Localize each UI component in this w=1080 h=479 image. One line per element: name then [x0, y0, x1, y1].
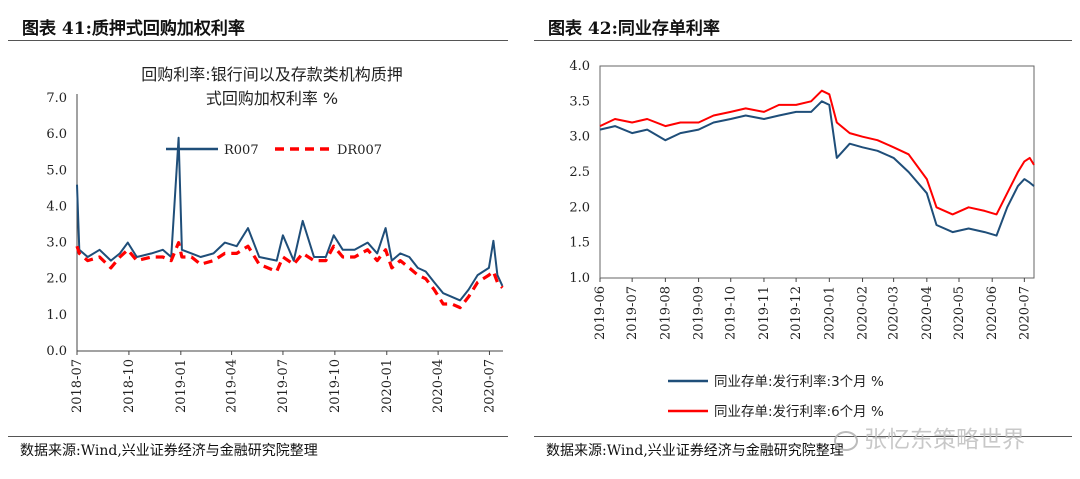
ncd-x-tick-label: 2019-11: [757, 286, 772, 340]
right-title-rule: [534, 40, 1072, 41]
ncd-x-tick-label: 2019-06: [593, 286, 608, 340]
ncd-y-tick-label: 2.0: [569, 200, 590, 215]
right-figure-title: 图表 42:同业存单利率: [548, 19, 720, 39]
ncd-legend-label-1: 同业存单:发行利率:3个月 %: [714, 373, 884, 390]
ncd-x-tick-label: 2019-08: [658, 286, 673, 340]
repo-chart-title-line-2: 式回购加权利率 %: [206, 89, 338, 108]
repo-legend-label-2: DR007: [337, 143, 382, 158]
ncd-rate-chart: 1.0 1.5 2.0 2.5 3.0 3.5 4.0 2019-06 2019-07 2019-…: [569, 59, 1035, 420]
repo-x-tick-label: 2020-04: [431, 359, 446, 413]
right-source-rule: [534, 436, 1072, 437]
ncd-y-tick-label: 3.0: [569, 130, 590, 145]
repo-x-tick-label: 2019-04: [225, 359, 240, 413]
ncd-x-tick-label: 2020-03: [887, 286, 902, 340]
repo-series-line-1: [76, 136, 504, 302]
ncd-x-tick-label: 2020-01: [822, 286, 837, 340]
ncd-legend-label-2: 同业存单:发行利率:6个月 %: [714, 403, 884, 420]
repo-y-tick-label: 2.0: [46, 272, 67, 287]
watermark-text: 张忆东策略世界: [864, 427, 1025, 453]
repo-x-tick-label: 2018-07: [70, 359, 85, 413]
repo-y-tick-label: 7.0: [46, 91, 67, 106]
ncd-y-tick-label: 1.0: [569, 271, 590, 286]
ncd-x-tick-label: 2020-02: [856, 286, 871, 340]
repo-series-line-2: [75, 241, 504, 310]
ncd-x-tick-label: 2019-07: [625, 286, 640, 340]
ncd-series-line-1: [599, 100, 1035, 237]
ncd-y-tick-label: 3.5: [569, 94, 590, 109]
repo-x-tick-label: 2019-07: [276, 359, 291, 413]
repo-y-tick-label: 0.0: [46, 344, 67, 359]
repo-legend-label-1: R007: [224, 143, 259, 158]
ncd-x-tick-label: 2019-12: [789, 286, 804, 340]
left-source-rule: [8, 436, 508, 437]
repo-x-tick-label: 2020-07: [482, 359, 497, 413]
ncd-x-tick-label: 2020-05: [952, 286, 967, 340]
ncd-x-tick-label: 2020-06: [985, 286, 1000, 340]
repo-rate-chart: 0.0 1.0 2.0 3.0 4.0 5.0 6.0 7.0 2018-07 2018-10 20…: [46, 65, 504, 413]
repo-chart-title-line-1: 回购利率:银行间以及存款类机构质押: [141, 65, 402, 84]
ncd-x-tick-label: 2020-04: [920, 286, 935, 340]
watermark: 张忆东策略世界: [834, 420, 1025, 454]
repo-x-tick-label: 2019-10: [328, 359, 343, 413]
left-title-rule: [8, 40, 508, 41]
repo-y-tick-label: 3.0: [46, 236, 67, 251]
left-source-note: 数据来源:Wind,兴业证券经济与金融研究院整理: [20, 443, 318, 459]
ncd-series-line-2: [599, 89, 1035, 216]
repo-x-tick-label: 2018-10: [122, 359, 137, 413]
repo-y-tick-label: 5.0: [46, 163, 67, 178]
wechat-icon: [834, 430, 858, 451]
ncd-x-tick-label: 2019-09: [692, 286, 707, 340]
repo-y-tick-label: 1.0: [46, 308, 67, 323]
repo-x-tick-label: 2020-01: [380, 359, 395, 413]
right-source-note: 数据来源:Wind,兴业证券经济与金融研究院整理: [546, 443, 844, 459]
ncd-y-tick-label: 4.0: [569, 59, 590, 74]
repo-y-tick-label: 6.0: [46, 127, 67, 142]
repo-y-tick-label: 4.0: [46, 199, 67, 214]
ncd-y-tick-label: 1.5: [569, 236, 590, 251]
ncd-x-tick-label: 2020-07: [1017, 286, 1032, 340]
repo-x-tick-label: 2019-01: [174, 359, 189, 413]
ncd-y-tick-label: 2.5: [569, 165, 590, 180]
ncd-plot-frame: [599, 65, 1035, 279]
left-figure-title: 图表 41:质押式回购加权利率: [22, 19, 245, 39]
ncd-x-tick-label: 2019-10: [724, 286, 739, 340]
